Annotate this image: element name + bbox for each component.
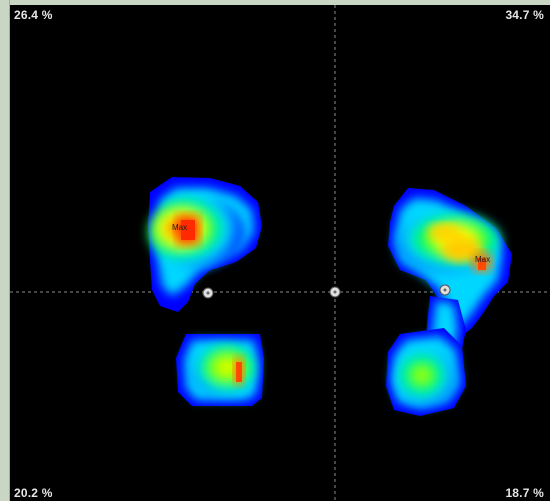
foot-pressure-heatmap[interactable] xyxy=(10,5,550,501)
bottom-right-percentage: 18.7 % xyxy=(505,486,544,500)
body-center-marker[interactable] xyxy=(329,286,341,298)
left-heel-blob xyxy=(176,334,264,406)
top-right-percentage: 34.7 % xyxy=(505,8,544,22)
top-border xyxy=(0,0,550,5)
bottom-left-percentage: 20.2 % xyxy=(14,486,53,500)
top-left-percentage: 26.4 % xyxy=(14,8,53,22)
right-foot-center-marker[interactable] xyxy=(439,284,451,296)
left-foot-max-label: Max xyxy=(172,223,188,232)
right-forefoot-blob xyxy=(388,188,512,342)
left-forefoot-blob xyxy=(148,177,262,312)
right-foot-max-label: Max xyxy=(475,255,491,264)
left-panel-edge xyxy=(0,0,10,501)
left-foot-center-marker[interactable] xyxy=(202,287,214,299)
right-heel-blob xyxy=(386,328,466,416)
